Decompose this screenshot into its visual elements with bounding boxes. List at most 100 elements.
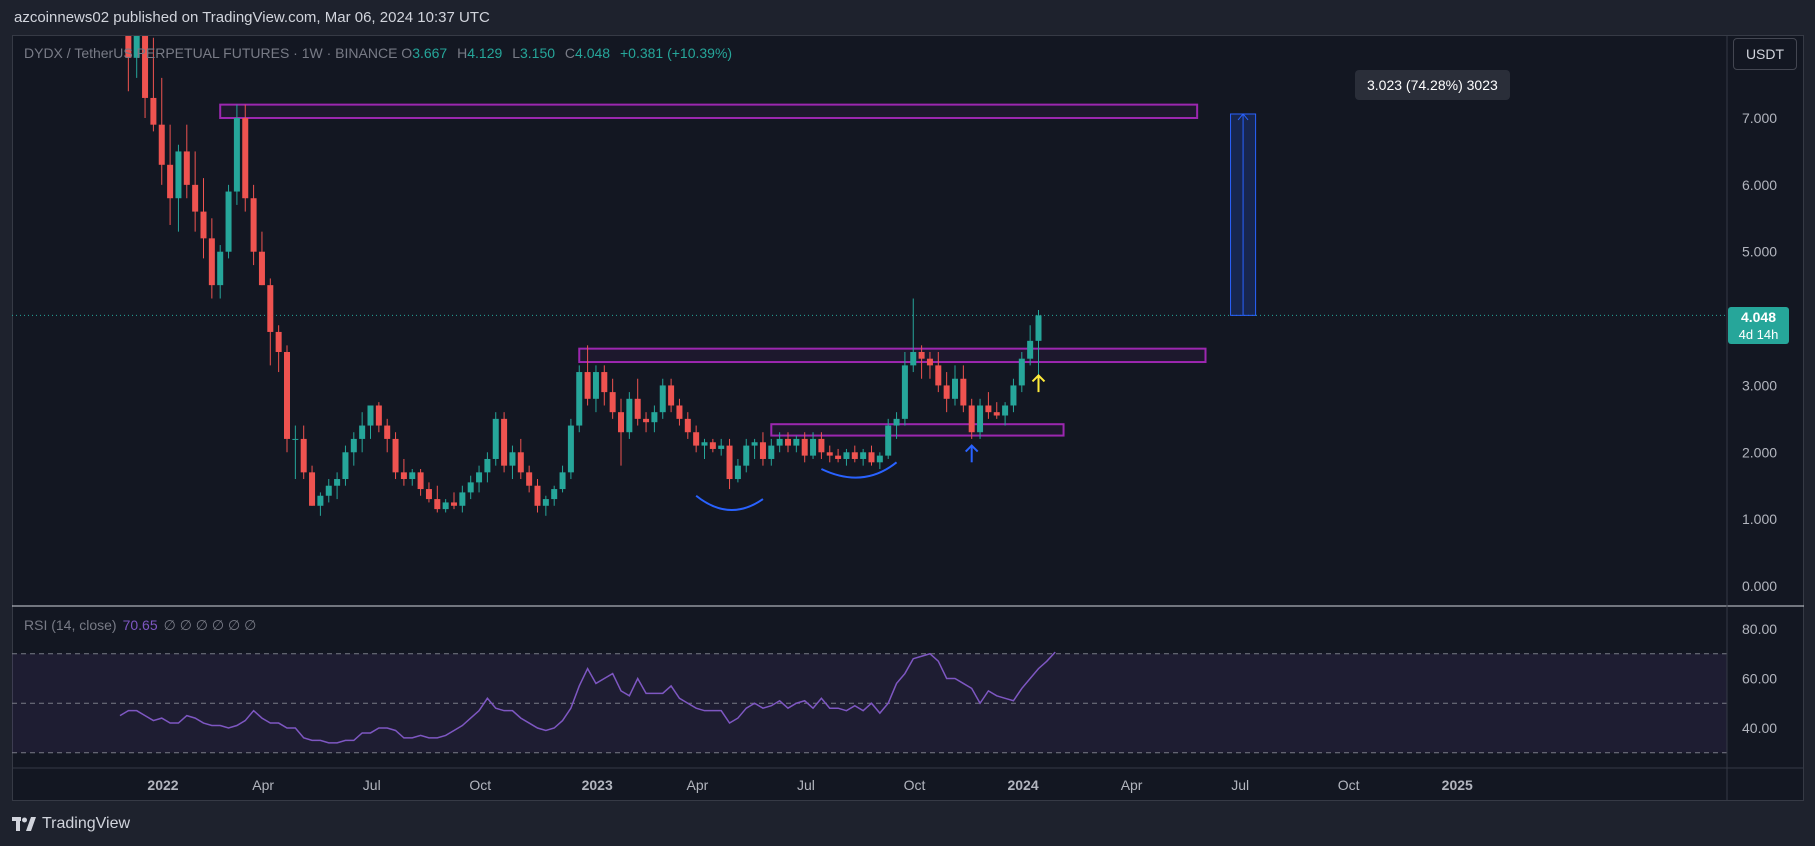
candle-body[interactable]	[801, 438, 808, 456]
candle-body[interactable]	[659, 385, 666, 413]
candle-body[interactable]	[559, 472, 566, 490]
candle-body[interactable]	[242, 118, 249, 199]
resistance-zone-mid[interactable]	[578, 347, 1207, 364]
candle-body[interactable]	[910, 352, 917, 366]
candle-body[interactable]	[634, 398, 641, 419]
candle-body[interactable]	[509, 452, 516, 466]
candle-body[interactable]	[626, 398, 633, 433]
candle-body[interactable]	[843, 452, 850, 459]
symbol-label[interactable]: DYDX / TetherUS PERPETUAL FUTURES · 1W ·…	[24, 45, 398, 61]
candle-body[interactable]	[793, 438, 800, 446]
candle-body[interactable]	[225, 191, 232, 252]
candle-body[interactable]	[576, 372, 583, 426]
candle-body[interactable]	[258, 251, 265, 286]
candle-body[interactable]	[492, 418, 499, 459]
candle-body[interactable]	[517, 452, 524, 473]
candle-body[interactable]	[926, 358, 933, 366]
candle-body[interactable]	[743, 445, 750, 466]
candle-body[interactable]	[409, 472, 416, 480]
candle-body[interactable]	[459, 492, 466, 506]
candle-body[interactable]	[751, 442, 758, 446]
candle-body[interactable]	[893, 418, 900, 426]
candle-body[interactable]	[334, 479, 341, 486]
candle-body[interactable]	[367, 405, 374, 426]
candle-body[interactable]	[325, 485, 332, 496]
candle-body[interactable]	[133, 18, 140, 58]
candle-body[interactable]	[693, 432, 700, 446]
candle-body[interactable]	[442, 502, 449, 510]
candle-body[interactable]	[451, 502, 457, 506]
candle-body[interactable]	[785, 438, 791, 446]
candle-body[interactable]	[350, 438, 357, 453]
rounded-bottom-curve[interactable]	[695, 494, 764, 511]
rsi-label[interactable]: RSI (14, close)	[24, 617, 117, 633]
candle-body[interactable]	[601, 372, 608, 393]
candle-body[interactable]	[142, 18, 149, 98]
candle-body[interactable]	[985, 405, 992, 413]
rounded-bottom-curve[interactable]	[820, 461, 898, 479]
resistance-zone-top[interactable]	[219, 103, 1199, 119]
candle-body[interactable]	[851, 452, 858, 459]
candle-body[interactable]	[1027, 340, 1034, 359]
candle-body[interactable]	[643, 418, 650, 423]
candle-body[interactable]	[1018, 358, 1025, 386]
chart-frame[interactable]	[12, 35, 1804, 801]
candle-body[interactable]	[968, 405, 975, 433]
candle-body[interactable]	[484, 458, 491, 473]
candle-body[interactable]	[217, 251, 224, 286]
candle-body[interactable]	[476, 472, 483, 483]
candle-body[interactable]	[551, 489, 558, 500]
candle-body[interactable]	[952, 378, 958, 399]
candle-body[interactable]	[192, 184, 199, 212]
candle-body[interactable]	[901, 365, 908, 419]
currency-button[interactable]: USDT	[1733, 38, 1797, 70]
candle-body[interactable]	[392, 438, 399, 473]
rsi-line[interactable]	[119, 651, 1056, 744]
candle-body[interactable]	[676, 405, 683, 419]
candle-body[interactable]	[1002, 405, 1009, 416]
candle-body[interactable]	[977, 405, 984, 433]
candle-body[interactable]	[668, 385, 675, 406]
candle-body[interactable]	[759, 442, 766, 459]
candle-body[interactable]	[250, 198, 257, 252]
candle-body[interactable]	[860, 452, 867, 459]
candle-body[interactable]	[768, 445, 775, 459]
candle-body[interactable]	[342, 452, 349, 480]
candle-body[interactable]	[208, 238, 215, 286]
candle-body[interactable]	[868, 452, 875, 463]
candle-body[interactable]	[292, 438, 299, 440]
candle-body[interactable]	[876, 455, 883, 463]
candle-body[interactable]	[200, 211, 207, 239]
candle-body[interactable]	[309, 472, 316, 506]
candle-body[interactable]	[501, 418, 508, 466]
candle-body[interactable]	[935, 365, 942, 386]
candle-body[interactable]	[467, 482, 474, 493]
candle-body[interactable]	[267, 285, 274, 332]
candle-body[interactable]	[835, 455, 842, 459]
candle-body[interactable]	[526, 472, 533, 486]
candle-body[interactable]	[885, 425, 892, 456]
candle-body[interactable]	[726, 445, 733, 480]
candle-body[interactable]	[810, 438, 817, 456]
candle-body[interactable]	[300, 438, 307, 473]
candle-body[interactable]	[826, 452, 833, 456]
candle-body[interactable]	[175, 151, 182, 199]
candle-body[interactable]	[609, 392, 616, 413]
candle-body[interactable]	[167, 164, 174, 199]
candle-body[interactable]	[684, 418, 691, 433]
candle-body[interactable]	[1035, 315, 1042, 341]
tradingview-logo[interactable]: TradingView	[12, 814, 130, 834]
candle-body[interactable]	[651, 412, 658, 423]
candle-body[interactable]	[284, 352, 290, 439]
candle-body[interactable]	[993, 412, 1000, 416]
candle-body[interactable]	[384, 425, 391, 439]
candle-body[interactable]	[534, 485, 541, 506]
candle-body[interactable]	[709, 442, 716, 449]
candle-body[interactable]	[233, 118, 240, 192]
candle-body[interactable]	[375, 405, 382, 426]
candle-body[interactable]	[158, 124, 165, 165]
candle-body[interactable]	[592, 372, 599, 399]
candle-body[interactable]	[417, 472, 424, 490]
candle-body[interactable]	[150, 97, 157, 125]
